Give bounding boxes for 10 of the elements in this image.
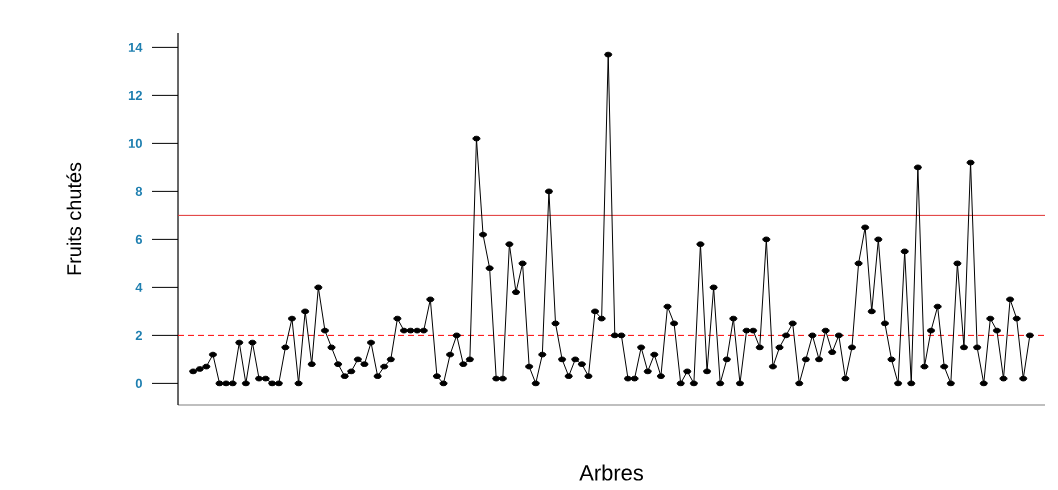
y-tick-label: 4 <box>135 282 143 292</box>
y-axis-title: Fruits chutés <box>66 162 82 275</box>
y-tick-label: 2 <box>135 330 142 340</box>
y-tick-label: 14 <box>128 42 143 52</box>
x-axis-title: Arbres <box>579 464 643 481</box>
y-tick-label: 8 <box>135 186 143 196</box>
y-tick-label: 10 <box>128 138 142 148</box>
y-tick-label: 12 <box>128 90 142 100</box>
y-tick-label: 0 <box>135 378 142 388</box>
y-tick-label: 6 <box>135 234 143 244</box>
